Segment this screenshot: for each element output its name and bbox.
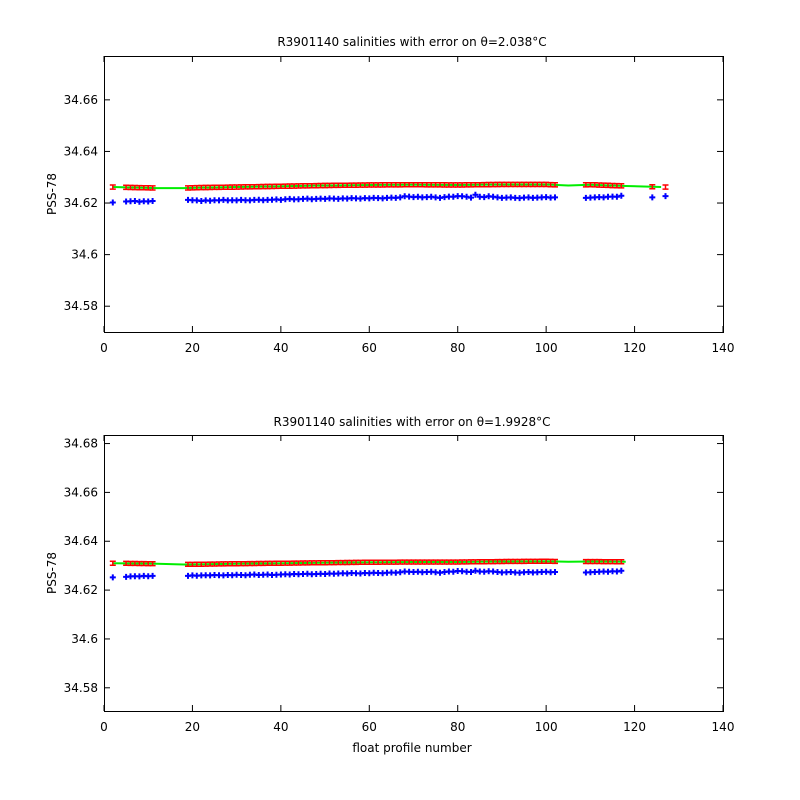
plot-top-error-bar [618, 183, 625, 189]
plot-top-x-tick-label: 120 [623, 341, 646, 355]
plot-bottom-y-tick-label: 34.68 [64, 437, 98, 451]
plot-bottom-y-tick-label: 34.64 [64, 534, 98, 548]
plot-top-y-axis-label: PSS-78 [45, 173, 59, 215]
plot-bottom: R3901140 salinities with error on θ=1.99… [45, 415, 734, 755]
plot-bottom-ticks: 0 20 40 60 80 100 120 140 34.58 34.6 34.62 34.64 34.… [64, 435, 735, 734]
plot-bottom-x-tick-label: 120 [623, 720, 646, 734]
plot-top-float-point [472, 191, 479, 198]
plot-bottom-float-point [618, 567, 625, 574]
plot-bottom-y-tick-label: 34.62 [64, 583, 98, 597]
plot-bottom-error-bar [618, 559, 625, 565]
plot-bottom-x-tick-label: 0 [100, 720, 108, 734]
plot-bottom-x-tick-label: 80 [450, 720, 465, 734]
plot-bottom-x-tick-label: 140 [712, 720, 735, 734]
plot-top-marks [109, 181, 669, 206]
plot-bottom-error-bar [552, 558, 558, 565]
plot-top-x-tick-label: 80 [450, 341, 465, 355]
plot-top-x-tick-label: 100 [535, 341, 558, 355]
plot-top-title: R3901140 salinities with error on θ=2.03… [277, 35, 546, 49]
plot-top-float-point [662, 193, 669, 200]
plot-top: R3901140 salinities with error on θ=2.03… [45, 35, 734, 355]
plot-top-float-point [552, 194, 558, 201]
plot-bottom-float-point [552, 569, 558, 575]
plot-bottom-y-axis-label: PSS-78 [45, 552, 59, 594]
plot-top-float-point [468, 194, 474, 201]
plot-top-float-point [109, 199, 116, 206]
plot-top-x-tick-label: 20 [185, 341, 200, 355]
plot-top-x-tick-label: 60 [362, 341, 377, 355]
plot-bottom-x-tick-label: 60 [362, 720, 377, 734]
plot-top-x-tick-label: 0 [100, 341, 108, 355]
plot-bottom-x-tick-label: 100 [535, 720, 558, 734]
plot-top-error-bar [149, 185, 156, 191]
plot-top-y-tick-label: 34.62 [64, 196, 98, 210]
plot-top-float-point [149, 198, 156, 204]
plot-bottom-x-tick-label: 20 [185, 720, 200, 734]
plot-bottom-marks [109, 558, 626, 581]
plot-top-ticks: 0 20 40 60 80 100 120 140 34.58 34.6 34.62 34.64 34.… [64, 56, 735, 355]
plot-top-error-bar [662, 184, 669, 190]
plot-top-y-tick-label: 34.64 [64, 144, 98, 158]
plot-top-y-tick-label: 34.58 [64, 299, 98, 313]
plot-top-float-point [649, 194, 656, 201]
plot-top-float-point [397, 194, 404, 201]
plot-bottom-x-tick-label: 40 [273, 720, 288, 734]
plot-top-x-tick-label: 140 [712, 341, 735, 355]
plot-top-x-tick-label: 40 [273, 341, 288, 355]
plot-bottom-float-point [109, 574, 116, 581]
plot-top-y-tick-label: 34.66 [64, 93, 98, 107]
plot-bottom-x-axis-label: float profile number [352, 741, 471, 755]
plot-bottom-float-point [149, 572, 156, 579]
plot-top-error-bar [649, 183, 656, 190]
plot-top-error-bar [109, 184, 116, 190]
plot-bottom-y-tick-label: 34.66 [64, 485, 98, 499]
plot-top-error-bar [552, 182, 558, 188]
plot-bottom-title: R3901140 salinities with error on θ=1.99… [274, 415, 551, 429]
plot-bottom-error-bar [109, 560, 116, 566]
plot-top-float-point [618, 192, 625, 199]
plot-bottom-y-tick-label: 34.58 [64, 681, 98, 695]
plot-bottom-y-tick-label: 34.6 [71, 632, 98, 646]
plot-bottom-float-point [468, 569, 474, 575]
plot-top-y-tick-label: 34.6 [71, 248, 98, 262]
plot-bottom-error-bar [149, 560, 156, 567]
